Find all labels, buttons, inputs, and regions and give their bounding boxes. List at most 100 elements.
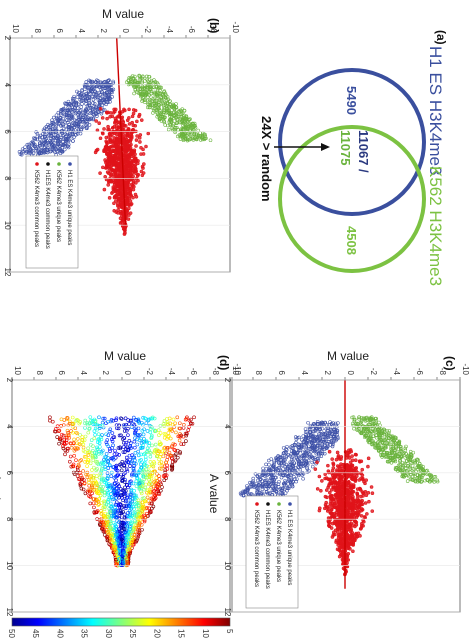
density-point — [111, 457, 116, 462]
h1es-unique-point — [270, 473, 275, 477]
k562-unique-point — [154, 92, 159, 96]
density-point — [157, 457, 161, 462]
k562-unique-point — [184, 114, 188, 118]
h1es-unique-point — [84, 91, 88, 96]
common-peak-point — [107, 196, 112, 200]
density-point — [88, 461, 93, 466]
h1es-unique-point — [111, 79, 115, 84]
density-point — [117, 547, 121, 552]
h1es-unique-point — [277, 465, 281, 470]
density-point — [81, 487, 86, 492]
density-point — [108, 449, 112, 454]
k562-unique-point — [379, 431, 383, 435]
density-point — [71, 441, 76, 446]
density-point — [142, 427, 146, 432]
k562-unique-point — [419, 480, 423, 484]
common-peak-point — [138, 133, 143, 137]
d-m-tick-label: 0 — [123, 371, 132, 376]
h1es-unique-point — [300, 444, 304, 448]
h1es-unique-point — [67, 103, 71, 108]
density-point — [101, 416, 106, 421]
density-point — [157, 449, 161, 454]
density-point — [121, 538, 125, 543]
b-legend-marker — [46, 162, 50, 166]
h1es-unique-point — [322, 440, 326, 444]
density-point — [184, 433, 189, 438]
common-peak-point — [124, 178, 129, 183]
density-point — [119, 433, 123, 438]
k562-unique-point — [399, 449, 403, 453]
b-m-tick-label: -2 — [143, 26, 152, 34]
density-point — [127, 453, 132, 458]
k562-unique-point — [208, 138, 213, 143]
density-point — [87, 480, 91, 485]
density-point — [63, 452, 67, 457]
k562-unique-point — [362, 435, 367, 439]
common-peak-point — [103, 149, 107, 153]
k562-unique-point — [169, 118, 173, 123]
density-point — [137, 453, 141, 458]
h1es-unique-point — [326, 426, 330, 431]
density-point — [149, 485, 154, 490]
common-peak-point — [137, 114, 141, 119]
density-point — [83, 460, 87, 464]
h1es-unique-point — [74, 122, 79, 126]
k562-unique-point — [365, 418, 369, 422]
h1es-unique-point — [320, 449, 324, 454]
h1es-unique-point — [60, 145, 64, 150]
density-point — [120, 533, 125, 538]
density-point — [145, 511, 149, 516]
density-point — [129, 536, 134, 540]
common-peak-point — [117, 133, 122, 137]
h1es-unique-point — [253, 472, 258, 476]
h1es-unique-point — [308, 423, 313, 428]
k562-unique-point — [366, 422, 371, 427]
common-peak-point — [117, 174, 122, 179]
common-peak-point — [127, 192, 132, 196]
h1es-unique-point — [84, 112, 89, 116]
h1es-unique-point — [310, 441, 314, 446]
colorbar-tick-label: 50 — [7, 629, 16, 638]
density-point — [96, 432, 101, 436]
h1es-unique-point — [291, 457, 296, 461]
common-peak-point — [129, 150, 133, 155]
density-point — [111, 521, 116, 525]
h1es-unique-point — [241, 489, 245, 494]
common-peak-point — [146, 131, 151, 136]
h1es-unique-point — [280, 454, 285, 458]
d-m-tick-label: 2 — [101, 371, 110, 376]
k562-unique-point — [143, 100, 147, 105]
density-point — [119, 532, 124, 536]
density-point — [123, 442, 128, 447]
density-point — [174, 430, 178, 435]
density-point — [106, 433, 111, 438]
h1es-unique-point — [69, 125, 73, 130]
k562-unique-point — [414, 458, 419, 462]
density-point — [63, 448, 68, 453]
density-point — [183, 417, 188, 422]
k562-unique-point — [378, 433, 383, 437]
common-peak-point — [118, 221, 123, 225]
h1es-unique-point — [48, 130, 53, 134]
h1es-unique-point — [308, 438, 313, 442]
density-point — [97, 415, 101, 420]
density-point — [104, 452, 109, 456]
k562-unique-point — [179, 114, 183, 119]
b-legend-entry: K562 K4me3 common peaks — [33, 170, 39, 247]
common-peak-point — [125, 131, 129, 136]
h1es-unique-point — [94, 80, 98, 84]
density-point — [105, 471, 110, 476]
k562-unique-point — [408, 458, 412, 462]
common-peak-point — [127, 116, 131, 120]
k562-unique-point — [419, 468, 423, 473]
density-point — [110, 514, 114, 519]
k562-unique-point — [387, 459, 392, 463]
density-point — [146, 470, 150, 474]
k562-unique-point — [370, 430, 374, 434]
h1es-unique-point — [251, 481, 256, 485]
k562-unique-point — [395, 466, 399, 470]
h1es-unique-point — [280, 455, 285, 460]
